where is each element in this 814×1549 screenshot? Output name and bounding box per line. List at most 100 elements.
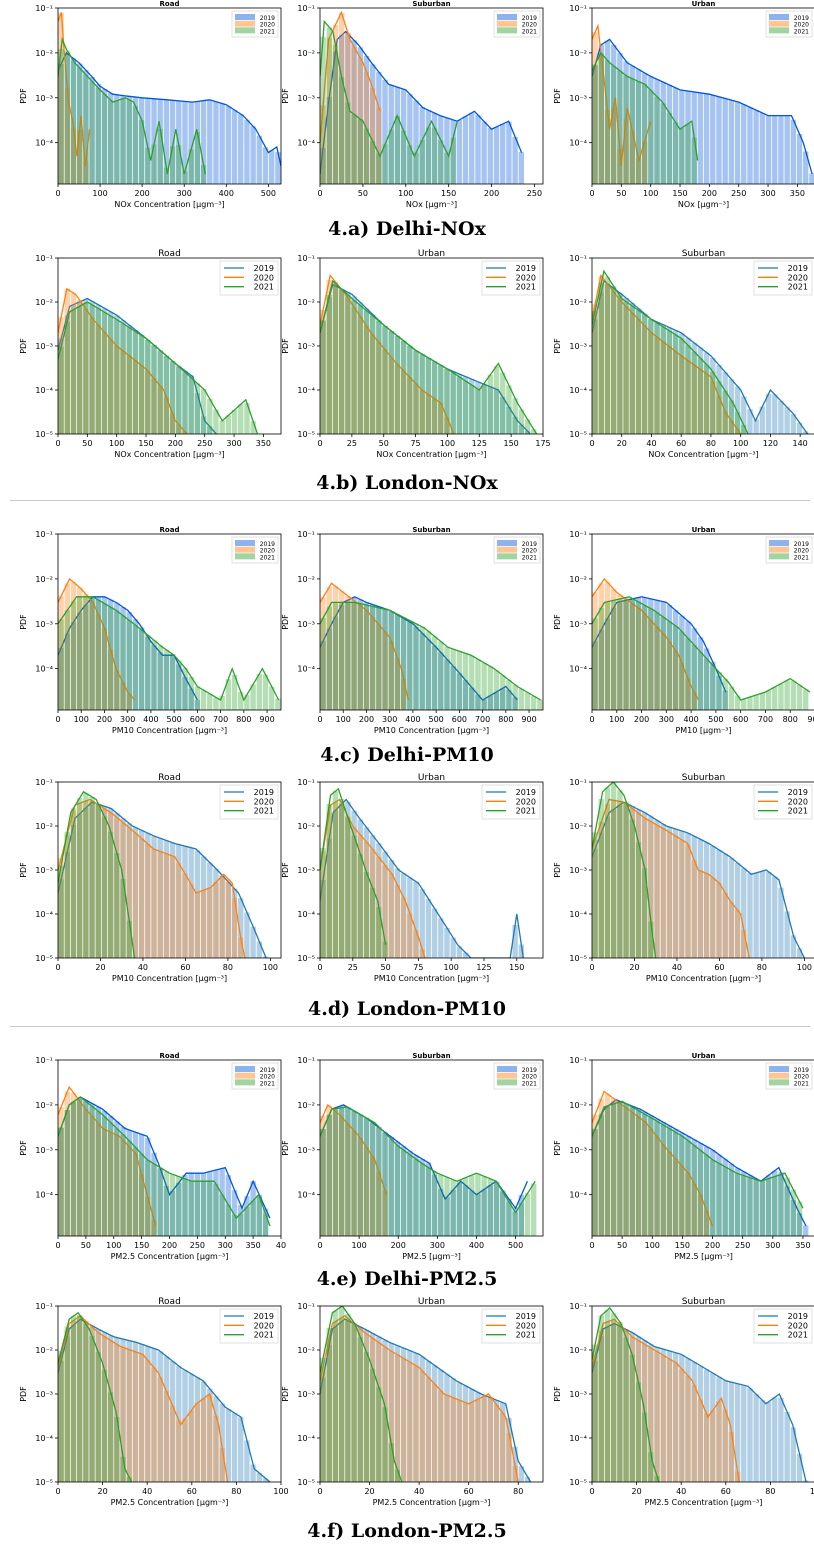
histogram-bar <box>413 350 419 434</box>
histogram-bar <box>716 672 722 710</box>
histogram-bar <box>598 821 604 958</box>
histogram-bar <box>469 385 475 434</box>
histogram-bar <box>598 1336 604 1482</box>
density-line-2019 <box>320 798 524 958</box>
histogram-bar <box>176 863 182 958</box>
histogram-bar <box>685 1358 691 1482</box>
histogram-bar <box>796 948 803 958</box>
histogram-bar <box>351 600 357 710</box>
histogram-bar <box>419 354 425 434</box>
histogram-bar <box>487 374 494 434</box>
x-tick-label: 200 <box>634 715 649 724</box>
histogram-bar <box>151 1220 157 1236</box>
histogram-bar <box>89 76 95 184</box>
histogram-bar <box>778 1174 784 1236</box>
histogram-bar <box>604 601 611 710</box>
histogram-bar <box>635 842 642 958</box>
histogram-bar <box>219 1168 225 1236</box>
histogram-bar <box>182 1370 188 1482</box>
histogram-bar <box>635 1336 642 1482</box>
histogram-bar <box>169 855 176 958</box>
histogram-bar <box>419 390 425 434</box>
histogram-bar <box>70 1316 77 1482</box>
histogram-bar <box>70 309 77 434</box>
histogram-bar <box>394 1345 401 1482</box>
x-tick-label: 900 <box>521 715 536 724</box>
legend-box <box>219 784 279 820</box>
histogram-bar <box>400 897 407 958</box>
histogram-bar <box>101 332 108 434</box>
legend-swatch-2019 <box>235 1066 255 1072</box>
histogram-bar <box>64 1326 70 1482</box>
histogram-bar <box>363 872 370 958</box>
density-line-2020 <box>320 798 426 958</box>
histogram-bar <box>207 1394 213 1482</box>
x-axis-label: NOx Concentration [μgm⁻³] <box>114 200 224 209</box>
histogram-bar <box>369 64 376 184</box>
histogram-bar <box>796 684 803 710</box>
histogram-bar <box>225 1204 232 1236</box>
y-tick-label: 10⁻⁴ <box>569 386 587 395</box>
histogram-bar <box>759 693 766 710</box>
histogram-bar <box>138 1134 145 1236</box>
legend-label-2019: 2019 <box>254 1312 274 1321</box>
histogram-bar <box>213 101 219 184</box>
histogram-bar <box>592 319 598 434</box>
y-tick-label: 10⁻³ <box>297 94 315 103</box>
histogram-bar <box>500 123 506 184</box>
histogram-bar <box>629 303 635 434</box>
histogram-bar <box>660 82 666 184</box>
histogram-bar <box>238 1213 244 1236</box>
histogram-bar <box>176 844 182 958</box>
histogram-bar <box>672 1352 679 1482</box>
histogram-bar <box>512 136 518 184</box>
histogram-bar <box>357 302 363 434</box>
histogram-bar <box>388 641 394 710</box>
axes-frame <box>319 533 544 711</box>
chart-title: Road <box>160 1052 180 1060</box>
histogram-bar <box>772 1397 778 1482</box>
histogram-bar <box>363 128 370 184</box>
histogram-bar <box>132 105 139 184</box>
histogram-bar <box>666 621 673 710</box>
histogram-bar <box>790 680 797 710</box>
histogram-bar <box>778 683 784 710</box>
histogram-bar <box>660 828 666 958</box>
density-line-2020 <box>592 23 652 167</box>
y-tick-label: 10⁻⁴ <box>569 1191 587 1200</box>
histogram-bar <box>641 72 648 184</box>
histogram-bar <box>101 603 108 710</box>
histogram-bar <box>114 1128 120 1236</box>
histogram-bar <box>176 660 182 710</box>
histogram-bar <box>753 872 759 958</box>
histogram-bar <box>213 409 219 434</box>
legend-label-2021: 2021 <box>260 1080 275 1087</box>
histogram-bar <box>469 655 475 710</box>
y-tick-label: 10⁻⁵ <box>35 430 53 439</box>
histogram-bar <box>182 101 188 184</box>
histogram-bar <box>64 1110 70 1236</box>
histogram-bar <box>604 618 611 710</box>
histogram-bar <box>138 838 145 958</box>
histogram-bar <box>716 396 722 434</box>
histogram-bar <box>76 813 83 958</box>
histogram-bar <box>357 316 363 434</box>
histogram-bar <box>320 618 326 710</box>
chart-title: Urban <box>692 1052 716 1060</box>
histogram-bar <box>83 1101 89 1236</box>
histogram-bar <box>506 679 512 710</box>
histogram-bar <box>338 605 345 710</box>
histogram-bar <box>623 803 629 958</box>
histogram-2021 <box>592 1102 803 1236</box>
histogram-bar <box>654 820 660 958</box>
histogram-2021 <box>592 782 654 958</box>
histogram-bar <box>126 693 132 710</box>
chart-title: Urban <box>692 0 716 8</box>
histogram-bar <box>382 941 388 958</box>
histogram-bar <box>388 1443 394 1482</box>
histogram-bar <box>76 612 83 710</box>
x-tick-label: 200 <box>702 189 717 198</box>
histogram-bar <box>76 129 83 184</box>
histogram-bar <box>716 1163 722 1236</box>
y-tick-label: 10⁻² <box>297 575 315 584</box>
